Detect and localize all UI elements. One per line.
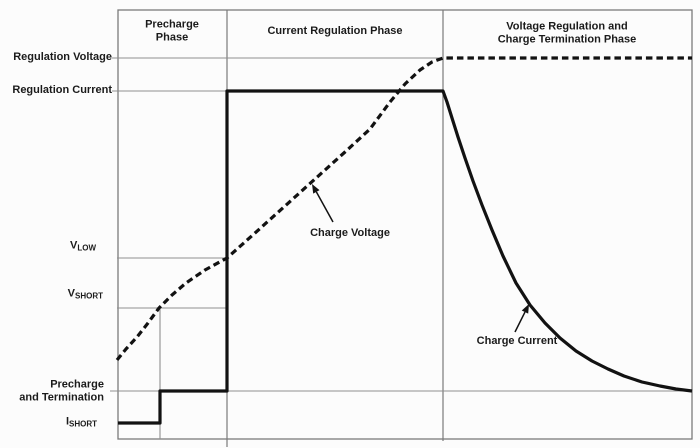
axis-label-regulation-current: Regulation Current — [12, 83, 112, 96]
charge-current-trace — [118, 89, 693, 425]
charge-voltage-trace — [115, 56, 692, 362]
v-low-subscript: LOW — [77, 243, 96, 253]
plot-frame — [117, 9, 693, 447]
series-traces — [115, 56, 693, 425]
axis-label-precharge-and-termination: Precharge and Termination — [19, 378, 104, 404]
phase-header-precharge-phase: Precharge Phase — [145, 18, 199, 44]
curve-label-charge-current: Charge Current — [476, 334, 558, 347]
curve-label-charge-voltage: Charge Voltage — [310, 226, 390, 239]
charge-current-arrow-shaft — [514, 311, 526, 333]
axis-label-v-low: VLOW — [69, 239, 96, 253]
axis-label-i-short: ISHORT — [65, 415, 97, 429]
charge-voltage-arrowhead-icon — [312, 184, 320, 194]
plot-border — [117, 9, 693, 440]
v-short-subscript: SHORT — [75, 291, 103, 301]
phase-header-current-regulation-phase: Current Regulation Phase — [267, 24, 403, 37]
reference-gridlines — [110, 57, 692, 439]
phase-header-voltage-regulation-phase: Voltage Regulation and Charge Termination… — [497, 20, 637, 46]
annotation-arrows — [312, 184, 529, 333]
charge-voltage-arrow-shaft — [315, 191, 334, 223]
axis-label-regulation-voltage: Regulation Voltage — [13, 50, 112, 63]
i-short-subscript: SHORT — [69, 419, 97, 429]
charge-current-arrowhead-icon — [521, 304, 529, 314]
axis-label-v-short: VSHORT — [67, 287, 103, 301]
